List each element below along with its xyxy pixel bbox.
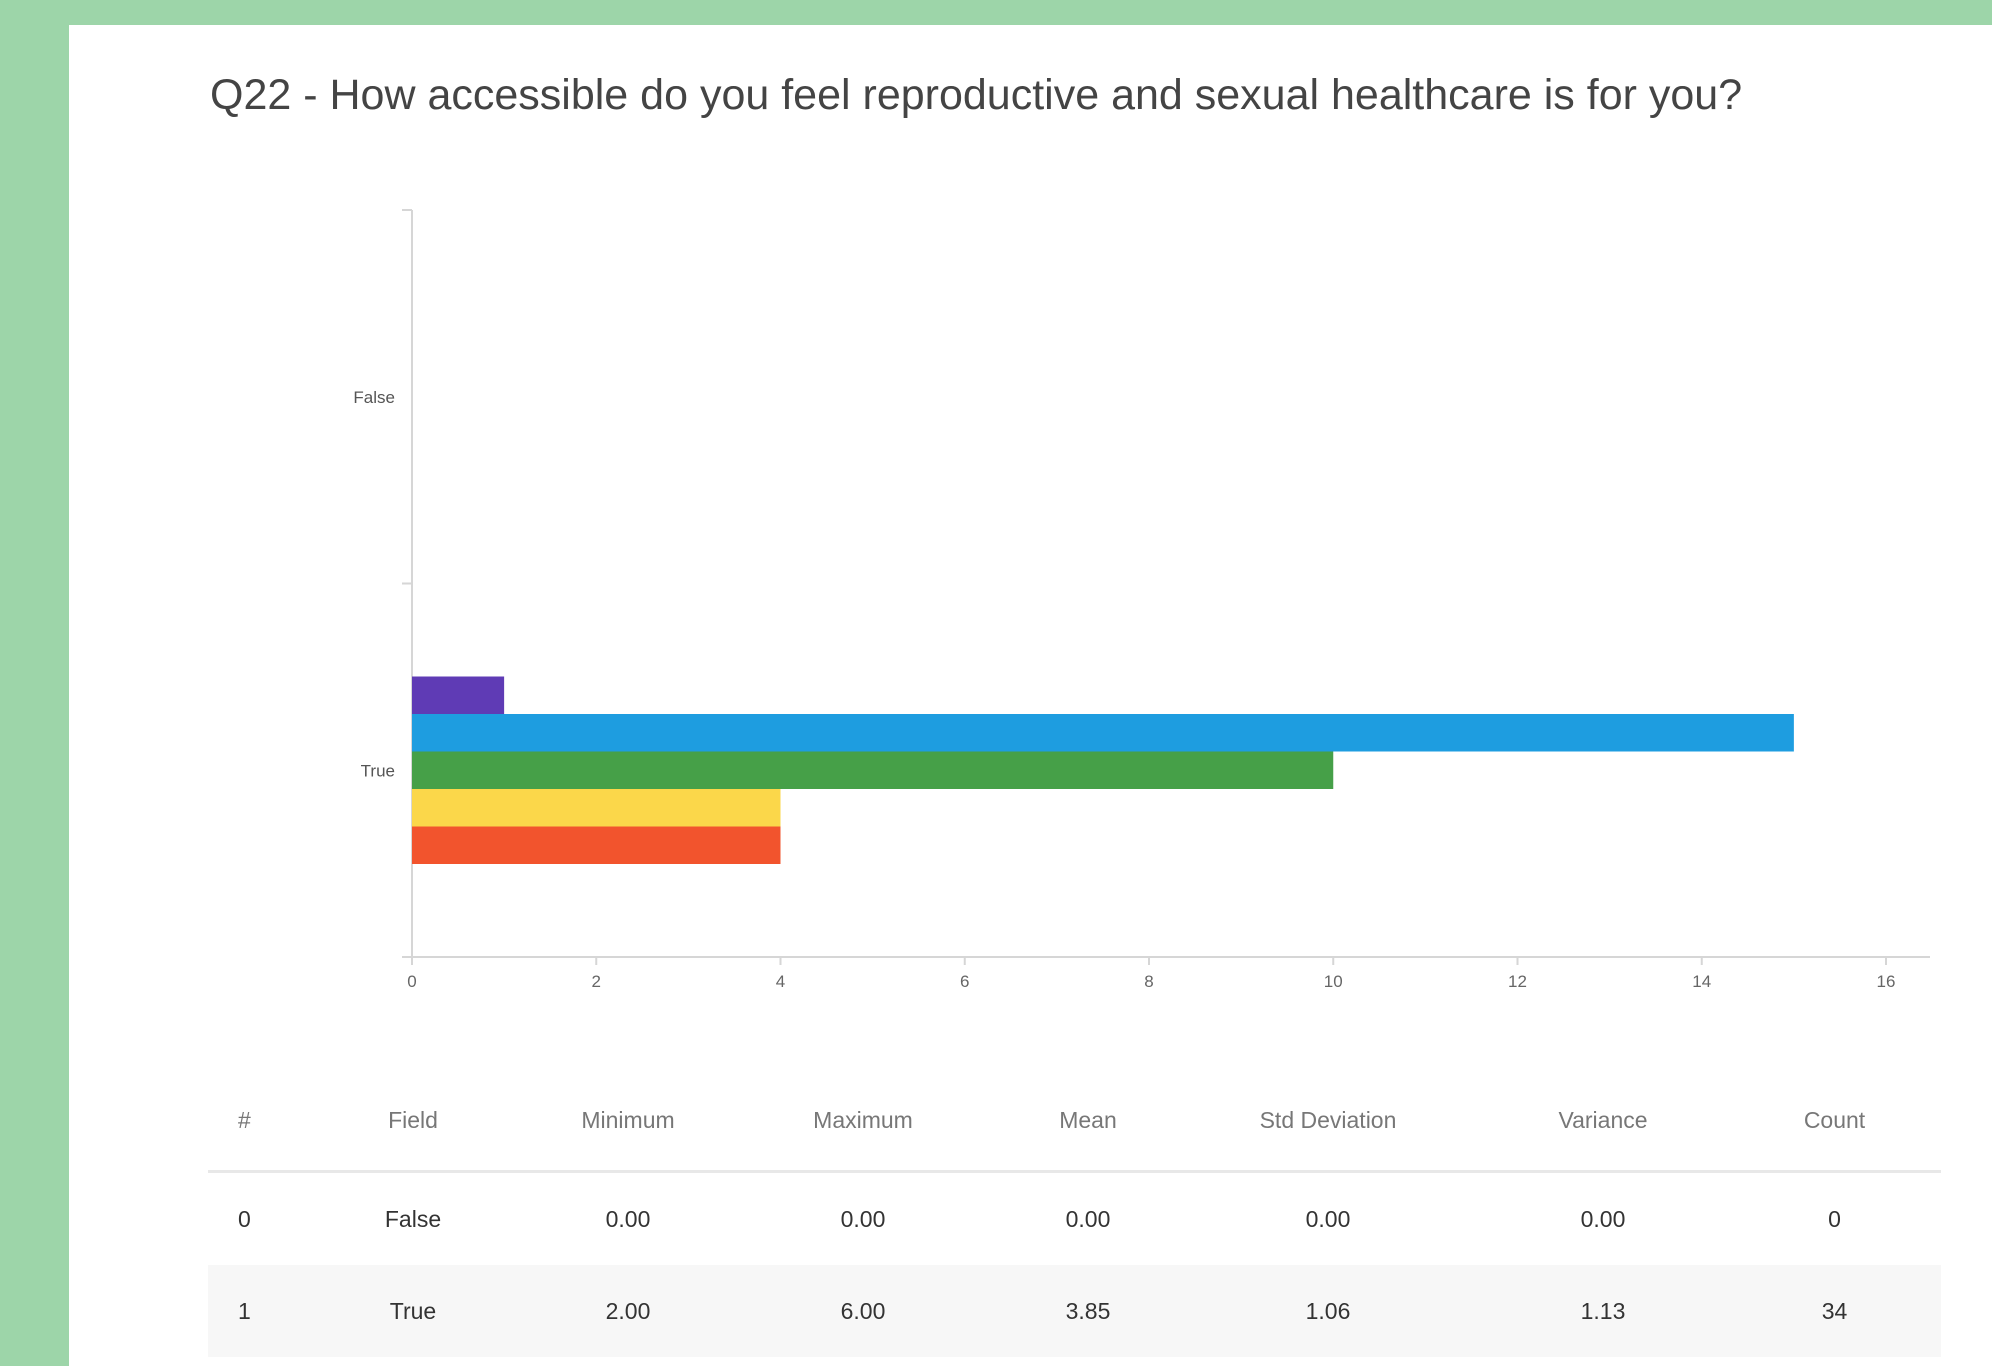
cell-variance: 0.00 — [1580, 1205, 1626, 1232]
cell-field: False — [384, 1205, 442, 1232]
header-count: Count — [1728, 1070, 1941, 1173]
cell-minimum: 0.00 — [605, 1205, 651, 1232]
x-tick-label: 8 — [1144, 972, 1153, 991]
cell-count: 34 — [1728, 1265, 1941, 1357]
header-field: Field — [298, 1070, 528, 1173]
table-row: 0 False 0.00 0.00 0.00 0.00 0.00 0 — [208, 1172, 1941, 1266]
cell-variance: 1.13 — [1478, 1265, 1728, 1357]
cell-count: 0 — [1828, 1205, 1841, 1232]
bar — [412, 826, 781, 864]
header-index: # — [208, 1070, 298, 1173]
x-tick-label: 0 — [407, 972, 416, 991]
cell-mean: 0.00 — [1065, 1205, 1111, 1232]
bar — [412, 676, 505, 714]
x-tick-label: 6 — [960, 972, 969, 991]
stats-table: # Field Minimum Maximum Mean Std Deviati… — [208, 1070, 1941, 1357]
report-card: Q22 - How accessible do you feel reprodu… — [69, 25, 1992, 1366]
cell-field: True — [298, 1265, 528, 1357]
x-tick-label: 2 — [592, 972, 601, 991]
chart-title: Q22 - How accessible do you feel reprodu… — [210, 71, 1743, 119]
x-tick-label: 10 — [1324, 972, 1343, 991]
cell-maximum: 0.00 — [840, 1205, 886, 1232]
header-variance: Variance — [1478, 1070, 1728, 1173]
bar-chart: 0 2 4 6 8 10 12 14 16 False True — [353, 209, 1930, 991]
x-tick-label: 4 — [776, 972, 785, 991]
cell-std-deviation: 0.00 — [1305, 1205, 1351, 1232]
cell-mean: 3.85 — [998, 1265, 1178, 1357]
cell-maximum: 6.00 — [728, 1265, 998, 1357]
category-label: True — [361, 761, 395, 780]
bar — [412, 751, 1334, 789]
x-tick-label: 12 — [1508, 972, 1527, 991]
header-std-deviation: Std Deviation — [1178, 1070, 1478, 1173]
category-label: False — [353, 388, 395, 407]
bar — [412, 789, 781, 827]
x-tick-label: 14 — [1692, 972, 1711, 991]
cell-minimum: 2.00 — [528, 1265, 728, 1357]
table-row: 1 True 2.00 6.00 3.85 1.06 1.13 34 — [208, 1265, 1941, 1357]
x-tick-label: 16 — [1877, 972, 1896, 991]
cell-std-deviation: 1.06 — [1178, 1265, 1478, 1357]
header-maximum: Maximum — [728, 1070, 998, 1173]
header-minimum: Minimum — [528, 1070, 728, 1173]
cell-index: 0 — [238, 1205, 251, 1232]
table-header-row: # Field Minimum Maximum Mean Std Deviati… — [208, 1070, 1941, 1173]
bar — [412, 714, 1794, 752]
cell-index: 1 — [208, 1265, 298, 1357]
header-mean: Mean — [998, 1070, 1178, 1173]
